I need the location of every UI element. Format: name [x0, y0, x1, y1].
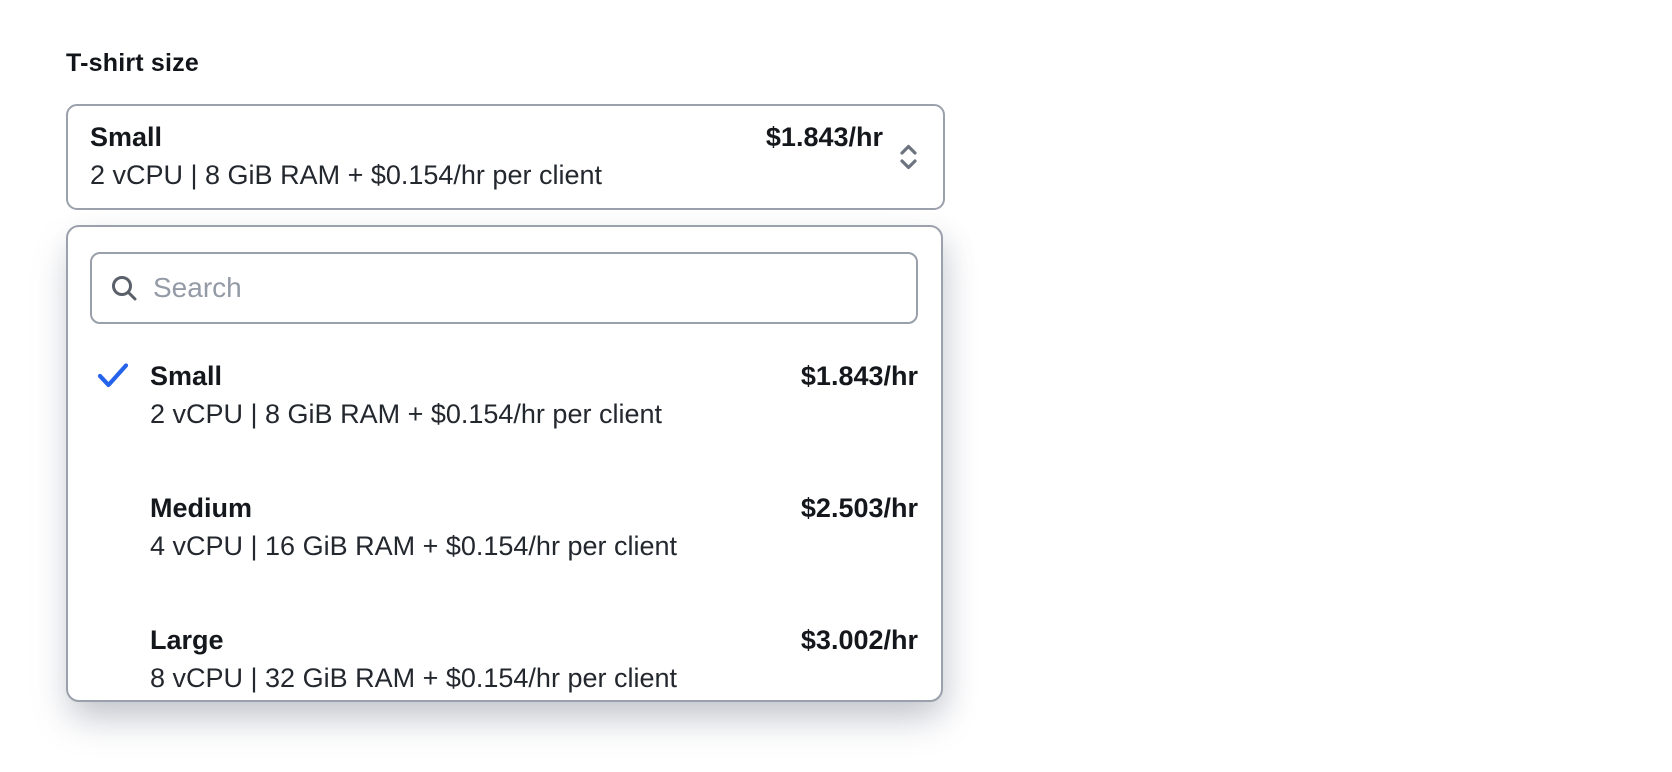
selected-option-spec: 2 vCPU | 8 GiB RAM + $0.154/hr per clien…	[90, 160, 602, 190]
selected-option-price: $1.843/hr	[765, 122, 883, 152]
option-spec: 2 vCPU | 8 GiB RAM + $0.154/hr per clien…	[150, 399, 662, 429]
tshirt-size-select-trigger[interactable]: Small $1.843/hr 2 vCPU | 8 GiB RAM + $0.…	[66, 104, 945, 210]
search-box	[90, 252, 918, 324]
option-medium[interactable]: Medium $2.503/hr 4 vCPU | 16 GiB RAM + $0.…	[97, 489, 918, 565]
option-title: Medium	[150, 493, 253, 523]
option-price: $3.002/hr	[800, 625, 918, 655]
option-title: Small	[150, 361, 223, 391]
option-large[interactable]: Large $3.002/hr 8 vCPU | 32 GiB RAM + $0.1…	[97, 621, 918, 697]
option-spec: 4 vCPU | 16 GiB RAM + $0.154/hr per clie…	[150, 531, 678, 561]
selected-option-title: Small	[90, 122, 163, 152]
field-label: T-shirt size	[66, 49, 199, 77]
option-price: $1.843/hr	[800, 361, 918, 391]
tshirt-size-dropdown-panel: Small $1.843/hr 2 vCPU | 8 GiB RAM + $0.15…	[66, 225, 943, 702]
check-icon-placeholder	[97, 494, 150, 522]
check-icon	[97, 362, 150, 390]
option-price: $2.503/hr	[800, 493, 918, 523]
chevron-up-down-icon	[898, 143, 919, 171]
check-icon-placeholder	[97, 626, 150, 654]
option-title: Large	[150, 625, 224, 655]
option-spec: 8 vCPU | 32 GiB RAM + $0.154/hr per clie…	[150, 663, 678, 693]
search-icon	[109, 273, 139, 303]
option-small[interactable]: Small $1.843/hr 2 vCPU | 8 GiB RAM + $0.15…	[97, 357, 918, 433]
search-input[interactable]	[153, 272, 899, 304]
options-list: Small $1.843/hr 2 vCPU | 8 GiB RAM + $0.15…	[90, 357, 918, 697]
